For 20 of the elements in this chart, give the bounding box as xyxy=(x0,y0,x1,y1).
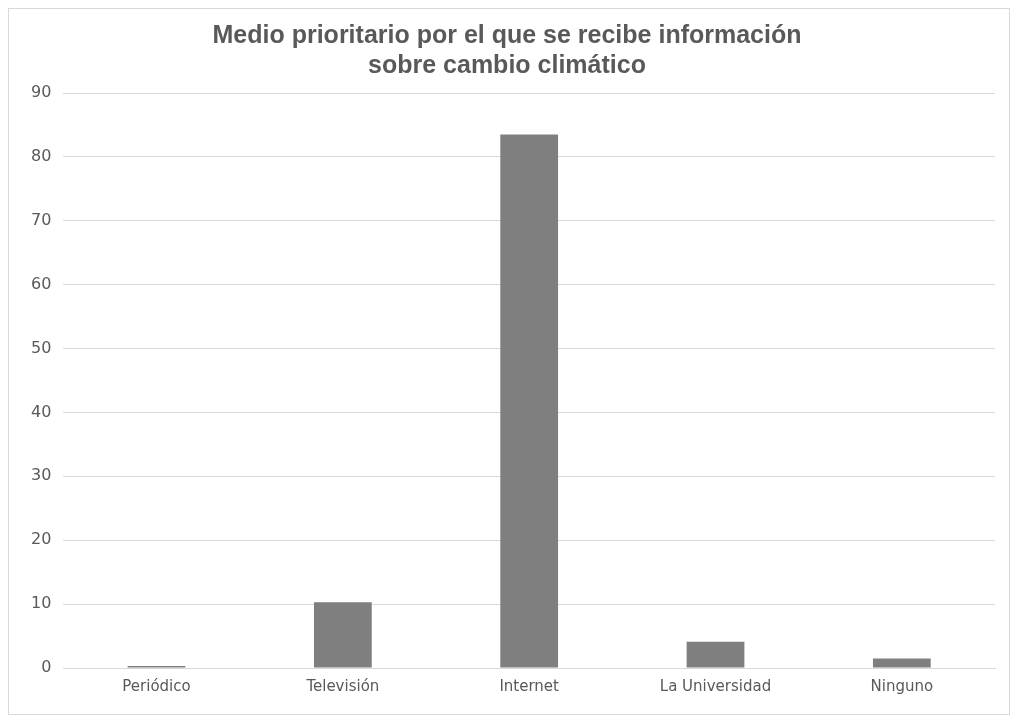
bar xyxy=(686,641,745,668)
y-tick-label: 90 xyxy=(31,82,52,102)
y-tick-label: 50 xyxy=(31,337,52,357)
y-tick-label: 60 xyxy=(31,273,52,293)
y-tick-label: 20 xyxy=(31,529,52,549)
x-tick-label: Televisión xyxy=(305,676,380,695)
y-tick-label: 40 xyxy=(31,401,52,421)
x-tick-label: La Universidad xyxy=(659,676,772,695)
y-tick-label: 0 xyxy=(41,657,52,677)
y-tick-label: 70 xyxy=(31,209,52,229)
bar xyxy=(500,134,559,668)
x-tick-label: Ninguno xyxy=(870,676,934,695)
bar xyxy=(313,602,372,668)
x-tick-label: Internet xyxy=(499,676,560,695)
x-tick-label: Periódico xyxy=(122,676,191,695)
chart-title: Medio prioritario por el que se recibe información sobre cambio climático xyxy=(212,19,802,78)
y-tick-label: 80 xyxy=(31,146,52,166)
bar xyxy=(872,658,931,668)
y-tick-label: 30 xyxy=(31,465,52,485)
y-tick-label: 10 xyxy=(31,593,52,613)
